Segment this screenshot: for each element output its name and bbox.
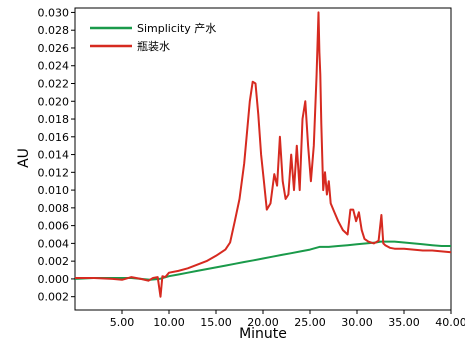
y-tick-label: 0.016 [38,131,70,144]
y-tick-label: 0.006 [38,220,70,233]
x-tick-label: 5.00 [110,316,135,329]
y-tick-label: 0.002 [38,291,70,304]
y-tick-label: 0.018 [38,113,70,126]
legend-label: Simplicity 产水 [137,21,216,35]
y-tick-label: 0.012 [38,166,70,179]
x-tick-label: 15.00 [200,316,232,329]
y-tick-label: 0.010 [38,184,70,197]
y-axis-title: AU [16,148,32,168]
y-tick-label: 0.002 [38,255,70,268]
x-tick-label: 10.00 [153,316,185,329]
x-tick-label: 35.00 [388,316,420,329]
x-tick-label: 30.00 [341,316,373,329]
legend-label: 瓶装水 [137,39,170,53]
y-tick-label: 0.014 [38,149,70,162]
y-tick-label: 0.022 [38,78,70,91]
y-tick-label: 0.024 [38,60,70,73]
y-tick-label: 0.004 [38,237,70,250]
series-layer [74,11,452,298]
x-tick-label: 20.00 [247,316,279,329]
y-tick-label: 0.020 [38,95,70,108]
x-tick-label: 25.00 [294,316,326,329]
y-tick-label: 0.008 [38,202,70,215]
x-axis: 5.00 10.00 15.00 20.00 25.00 30.00 35.00 40.00 [110,310,465,329]
x-axis-title: Minute [239,326,287,342]
plot-area [74,7,452,311]
y-axis: 0.030 0.028 0.026 0.024 0.022 0.020 0.018 0.016… [38,6,75,304]
y-tick-label: 0.030 [38,6,70,19]
y-tick-label: 0.000 [38,273,70,286]
series-line-bottled-water [75,11,452,298]
x-tick-label: 40.00 [435,316,465,329]
y-tick-label: 0.026 [38,42,70,55]
y-tick-label: 0.028 [38,24,70,37]
series-line-simplicity [74,240,451,281]
